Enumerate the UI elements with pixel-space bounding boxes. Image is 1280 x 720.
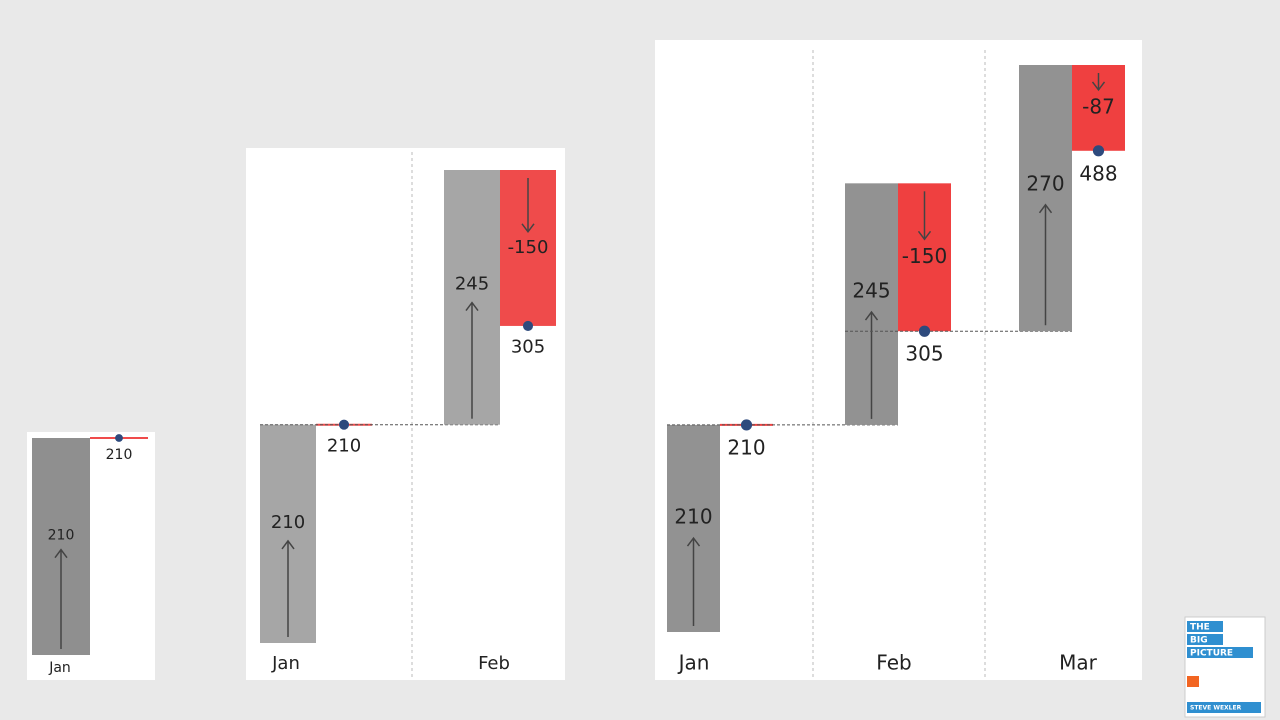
- x-tick-label: Jan: [271, 653, 300, 674]
- total-dot: [338, 419, 350, 430]
- logo-author: STEVE WEXLER: [1190, 705, 1242, 712]
- x-tick-label: Feb: [876, 651, 911, 675]
- arrow-head: [917, 230, 932, 241]
- total-label: 210: [727, 435, 765, 459]
- x-tick-label: Feb: [478, 653, 510, 674]
- increase-label: 245: [852, 279, 890, 303]
- increase-label: 210: [271, 512, 305, 533]
- decrease-label: -87: [1082, 94, 1115, 118]
- arrow-head: [686, 536, 701, 547]
- total-label: 305: [511, 337, 545, 358]
- arrow-head: [1038, 203, 1053, 214]
- total-dot: [740, 419, 753, 431]
- total-label: 210: [327, 435, 361, 456]
- arrow-head: [521, 223, 535, 234]
- arrow-head: [864, 310, 879, 321]
- logo-text: BIG: [1190, 636, 1208, 646]
- x-tick-label: Jan: [677, 651, 710, 675]
- total-label: 488: [1079, 161, 1117, 185]
- total-label: 210: [106, 447, 133, 463]
- arrow-head: [54, 548, 68, 559]
- logo-text: THE: [1190, 623, 1210, 633]
- increase-label: 270: [1026, 171, 1064, 195]
- x-tick-label: Jan: [48, 660, 71, 676]
- arrow-head: [465, 301, 479, 312]
- arrow-head: [281, 539, 295, 550]
- increase-label: 210: [674, 505, 712, 529]
- total-label: 305: [905, 342, 943, 366]
- total-dot: [918, 325, 931, 337]
- decrease-label: -150: [508, 237, 549, 258]
- increase-label: 245: [455, 274, 489, 295]
- total-dot: [1092, 145, 1105, 157]
- total-dot: [115, 434, 123, 442]
- decrease-label: -150: [902, 244, 947, 268]
- x-tick-label: Mar: [1059, 651, 1098, 675]
- arrow-head: [1091, 81, 1106, 92]
- increase-label: 210: [48, 528, 75, 544]
- logo: THE BIG PICTURE STEVE WEXLER: [1184, 616, 1266, 718]
- logo-text: PICTURE: [1190, 649, 1233, 659]
- total-dot: [522, 320, 534, 331]
